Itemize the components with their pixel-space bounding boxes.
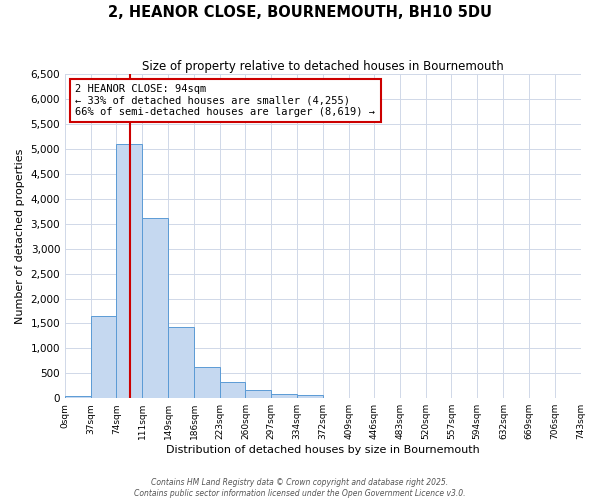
- Y-axis label: Number of detached properties: Number of detached properties: [15, 148, 25, 324]
- Text: 2, HEANOR CLOSE, BOURNEMOUTH, BH10 5DU: 2, HEANOR CLOSE, BOURNEMOUTH, BH10 5DU: [108, 5, 492, 20]
- Bar: [245, 390, 271, 398]
- Bar: [65, 396, 91, 398]
- Bar: [91, 316, 116, 398]
- Title: Size of property relative to detached houses in Bournemouth: Size of property relative to detached ho…: [142, 60, 503, 73]
- Bar: [169, 327, 194, 398]
- Bar: [116, 144, 142, 398]
- Bar: [220, 382, 245, 398]
- Text: Contains HM Land Registry data © Crown copyright and database right 2025.
Contai: Contains HM Land Registry data © Crown c…: [134, 478, 466, 498]
- Bar: [271, 394, 297, 398]
- Text: 2 HEANOR CLOSE: 94sqm
← 33% of detached houses are smaller (4,255)
66% of semi-d: 2 HEANOR CLOSE: 94sqm ← 33% of detached …: [76, 84, 376, 117]
- X-axis label: Distribution of detached houses by size in Bournemouth: Distribution of detached houses by size …: [166, 445, 479, 455]
- Bar: [142, 218, 169, 398]
- Bar: [194, 368, 220, 398]
- Bar: [297, 396, 323, 398]
